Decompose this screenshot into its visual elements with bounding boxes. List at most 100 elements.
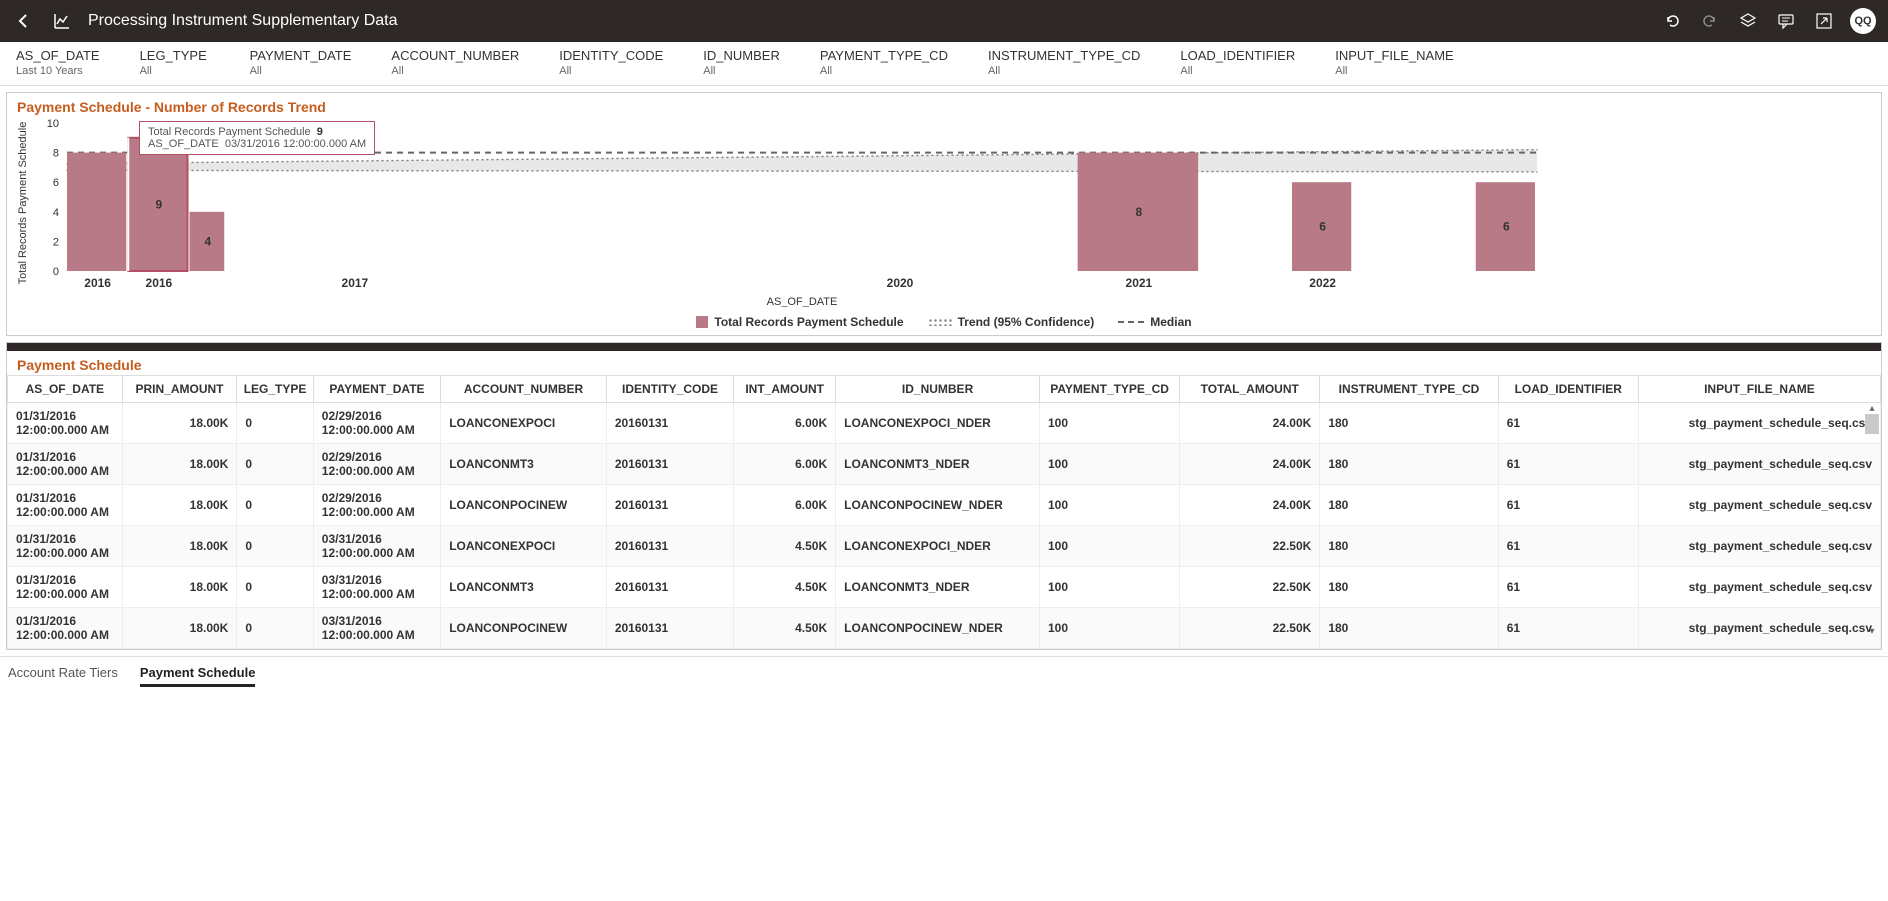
cell: LOANCONPOCINEW_NDER [836, 608, 1040, 649]
cell: 18.00K [122, 608, 237, 649]
col-leg_type[interactable]: LEG_TYPE [237, 376, 313, 403]
filter-identity_code[interactable]: IDENTITY_CODEAll [559, 48, 703, 77]
cell: 6.00K [734, 403, 836, 444]
filter-as_of_date[interactable]: AS_OF_DATE Last 10 Years [16, 48, 140, 77]
cell: 02/29/2016 12:00:00.000 AM [313, 485, 440, 526]
col-load_identifier[interactable]: LOAD_IDENTIFIER [1498, 376, 1638, 403]
svg-text:2022: 2022 [1309, 276, 1336, 290]
filter-value: Last 10 Years [16, 65, 100, 77]
cell: 0 [237, 608, 313, 649]
cell: LOANCONEXPOCI_NDER [836, 403, 1040, 444]
comment-icon[interactable] [1774, 9, 1798, 33]
filter-leg_type[interactable]: LEG_TYPEAll [140, 48, 250, 77]
svg-text:9: 9 [156, 197, 163, 211]
cell: stg_payment_schedule_seq.csv [1638, 485, 1880, 526]
cell: 100 [1040, 567, 1180, 608]
layers-icon[interactable] [1736, 9, 1760, 33]
topbar: Processing Instrument Supplementary Data… [0, 0, 1888, 42]
cell: 0 [237, 485, 313, 526]
cell: LOANCONMT3_NDER [836, 444, 1040, 485]
legend-median: Median [1118, 315, 1191, 329]
svg-text:10: 10 [47, 118, 59, 130]
col-int_amount[interactable]: INT_AMOUNT [734, 376, 836, 403]
svg-text:6: 6 [1319, 220, 1326, 234]
filter-instrument_type_cd[interactable]: INSTRUMENT_TYPE_CDAll [988, 48, 1180, 77]
filter-value: All [820, 65, 948, 77]
svg-text:2021: 2021 [1126, 276, 1153, 290]
cell: 18.00K [122, 485, 237, 526]
col-total_amount[interactable]: TOTAL_AMOUNT [1180, 376, 1320, 403]
svg-text:2: 2 [53, 236, 59, 248]
cell: 180 [1320, 567, 1498, 608]
filter-name: PAYMENT_TYPE_CD [820, 48, 948, 63]
legend-trend: Trend (95% Confidence) [928, 315, 1095, 329]
redo-icon[interactable] [1698, 9, 1722, 33]
filter-input_file_name[interactable]: INPUT_FILE_NAMEAll [1335, 48, 1493, 77]
scroll-up-icon[interactable]: ▴ [1869, 403, 1874, 414]
scroll-down-icon[interactable]: ▾ [1869, 626, 1874, 637]
cell: 24.00K [1180, 444, 1320, 485]
filter-name: AS_OF_DATE [16, 48, 100, 63]
filter-value: All [250, 65, 352, 77]
col-instrument_type_cd[interactable]: INSTRUMENT_TYPE_CD [1320, 376, 1498, 403]
filter-account_number[interactable]: ACCOUNT_NUMBER All [391, 48, 559, 77]
cell: LOANCONPOCINEW [441, 485, 607, 526]
scroll-thumb[interactable] [1865, 414, 1879, 434]
chart-area[interactable]: Total Records Payment Schedule Total Rec… [7, 117, 1881, 311]
cell: 61 [1498, 526, 1638, 567]
cell: 18.00K [122, 526, 237, 567]
cell: 0 [237, 526, 313, 567]
cell: stg_payment_schedule_seq.csv [1638, 526, 1880, 567]
svg-text:2016: 2016 [146, 276, 173, 290]
cell: 01/31/2016 12:00:00.000 AM [8, 526, 123, 567]
filter-name: INSTRUMENT_TYPE_CD [988, 48, 1140, 63]
payment-schedule-table: AS_OF_DATEPRIN_AMOUNTLEG_TYPEPAYMENT_DAT… [7, 375, 1881, 649]
back-icon[interactable] [12, 9, 36, 33]
cell: 61 [1498, 567, 1638, 608]
table-row[interactable]: 01/31/2016 12:00:00.000 AM18.00K002/29/2… [8, 444, 1881, 485]
table-row[interactable]: 01/31/2016 12:00:00.000 AM18.00K002/29/2… [8, 403, 1881, 444]
cell: 01/31/2016 12:00:00.000 AM [8, 485, 123, 526]
bottom-tabs: Account Rate Tiers Payment Schedule [0, 656, 1888, 695]
col-as_of_date[interactable]: AS_OF_DATE [8, 376, 123, 403]
cell: 100 [1040, 403, 1180, 444]
legend-bar: Total Records Payment Schedule [696, 315, 903, 329]
col-payment_date[interactable]: PAYMENT_DATE [313, 376, 440, 403]
table-row[interactable]: 01/31/2016 12:00:00.000 AM18.00K003/31/2… [8, 608, 1881, 649]
filter-load_identifier[interactable]: LOAD_IDENTIFIERAll [1180, 48, 1335, 77]
table-row[interactable]: 01/31/2016 12:00:00.000 AM18.00K002/29/2… [8, 485, 1881, 526]
col-payment_type_cd[interactable]: PAYMENT_TYPE_CD [1040, 376, 1180, 403]
cell: stg_payment_schedule_seq.csv [1638, 444, 1880, 485]
cell: 20160131 [606, 485, 733, 526]
cell: 180 [1320, 608, 1498, 649]
filter-payment_type_cd[interactable]: PAYMENT_TYPE_CD All [820, 48, 988, 77]
cell: 180 [1320, 444, 1498, 485]
col-identity_code[interactable]: IDENTITY_CODE [606, 376, 733, 403]
filter-name: ACCOUNT_NUMBER [391, 48, 519, 63]
filter-name: IDENTITY_CODE [559, 48, 663, 63]
col-prin_amount[interactable]: PRIN_AMOUNT [122, 376, 237, 403]
chart-title: Payment Schedule - Number of Records Tre… [7, 93, 1881, 117]
svg-text:6: 6 [1503, 220, 1510, 234]
export-icon[interactable] [1812, 9, 1836, 33]
cell: 18.00K [122, 403, 237, 444]
filter-payment_date[interactable]: PAYMENT_DATEAll [250, 48, 392, 77]
col-account_number[interactable]: ACCOUNT_NUMBER [441, 376, 607, 403]
tab-payment-schedule[interactable]: Payment Schedule [140, 665, 256, 687]
table-scrollbar[interactable]: ▴ ▾ [1865, 403, 1879, 637]
filter-value: All [391, 65, 519, 77]
filter-id_number[interactable]: ID_NUMBERAll [703, 48, 820, 77]
chart-legend: Total Records Payment Schedule Trend (95… [7, 311, 1881, 335]
table-header-row: AS_OF_DATEPRIN_AMOUNTLEG_TYPEPAYMENT_DAT… [8, 376, 1881, 403]
filter-value: All [1180, 65, 1295, 77]
filter-name: LEG_TYPE [140, 48, 210, 63]
undo-icon[interactable] [1660, 9, 1684, 33]
table-row[interactable]: 01/31/2016 12:00:00.000 AM18.00K003/31/2… [8, 526, 1881, 567]
avatar[interactable]: QQ [1850, 8, 1876, 34]
col-input_file_name[interactable]: INPUT_FILE_NAME [1638, 376, 1880, 403]
cell: 18.00K [122, 444, 237, 485]
tab-account-rate-tiers[interactable]: Account Rate Tiers [8, 665, 118, 687]
col-id_number[interactable]: ID_NUMBER [836, 376, 1040, 403]
table-row[interactable]: 01/31/2016 12:00:00.000 AM18.00K003/31/2… [8, 567, 1881, 608]
cell: LOANCONEXPOCI_NDER [836, 526, 1040, 567]
